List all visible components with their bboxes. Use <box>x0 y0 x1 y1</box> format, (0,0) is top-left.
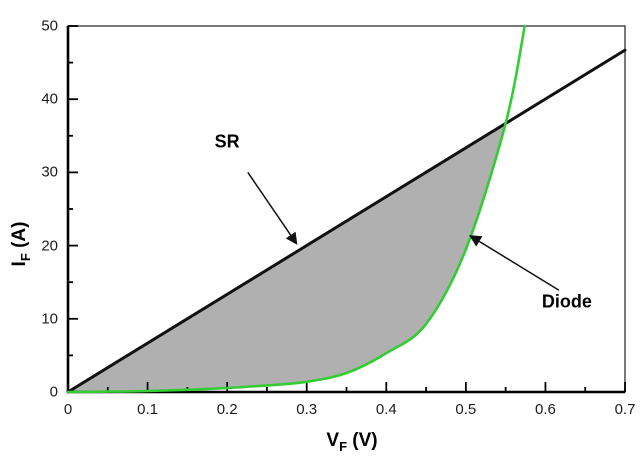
diode-curve-label: Diode <box>541 291 592 312</box>
y-tick-label: 50 <box>41 17 58 35</box>
diode-curve <box>66 24 526 394</box>
diode-annotation-arrow <box>469 235 560 291</box>
x-tick-label: 0.5 <box>455 401 477 418</box>
sr-line <box>66 48 627 394</box>
x-tick-label: 0.2 <box>216 401 238 418</box>
x-tick-label: 0.1 <box>137 401 158 418</box>
sr-annotation-arrow <box>247 171 298 245</box>
x-tick-label: 0 <box>63 401 73 418</box>
x-axis-label-subscript: F <box>339 438 348 454</box>
x-tick-label: 0.6 <box>534 401 556 418</box>
x-tick-label: 0.3 <box>296 401 318 418</box>
sr-curve-label: SR <box>214 131 240 152</box>
x-tick-label: 0.7 <box>614 401 636 418</box>
y-tick-label: 10 <box>41 310 58 328</box>
x-axis-label-unit: (V) <box>347 430 378 452</box>
x-tick-label: 0.4 <box>375 401 397 418</box>
x-axis-label-symbol: V <box>326 430 340 452</box>
y-tick-label: 0 <box>49 383 58 401</box>
y-axis-label-symbol: I <box>9 261 31 267</box>
y-tick-label: 30 <box>41 163 58 181</box>
x-axis-label: VF (V) <box>326 430 377 454</box>
y-axis-label-subscript: F <box>17 253 33 262</box>
y-tick-label: 20 <box>41 237 58 255</box>
y-tick-label: 40 <box>41 90 58 108</box>
